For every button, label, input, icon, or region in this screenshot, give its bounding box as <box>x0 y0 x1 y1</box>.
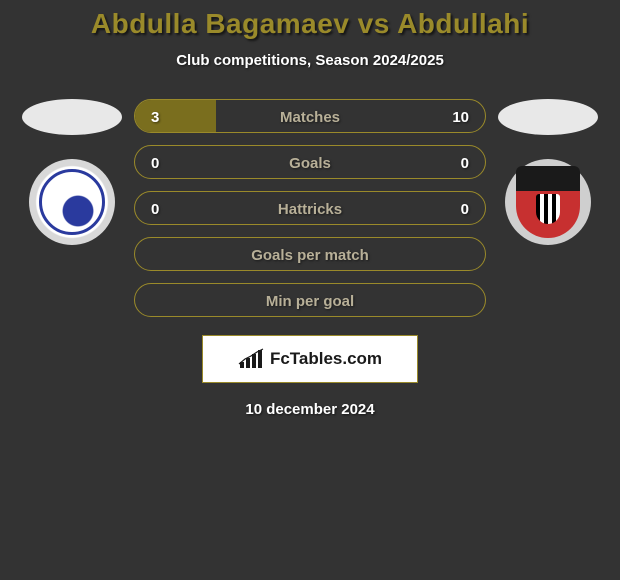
stat-pill: 3 Matches 10 <box>135 100 485 134</box>
club-badge-left <box>29 159 115 245</box>
stat-value-left: 0 <box>151 155 159 172</box>
subtitle: Club competitions, Season 2024/2025 <box>0 52 620 69</box>
stat-row: Goals per match <box>134 237 486 271</box>
page-title: Abdulla Bagamaev vs Abdullahi <box>0 8 620 40</box>
player-right-avatar <box>498 99 598 135</box>
stat-label: Goals <box>289 155 331 172</box>
footer-logo-box: FcTables.com <box>202 335 418 383</box>
club-badge-right <box>505 159 591 245</box>
content-row: 3 Matches 10 0 Goals 0 0 Hattricks 0 Goals per ma… <box>0 99 620 317</box>
stat-label: Min per goal <box>266 293 354 310</box>
stat-pill: Min per goal <box>135 284 485 318</box>
stat-value-right: 0 <box>461 155 469 172</box>
stat-pill: 0 Goals 0 <box>135 146 485 180</box>
stat-label: Hattricks <box>278 201 342 218</box>
stat-pill: 0 Hattricks 0 <box>135 192 485 226</box>
comparison-card: Abdulla Bagamaev vs Abdullahi Club compe… <box>0 0 620 418</box>
stat-row: 0 Goals 0 <box>134 145 486 179</box>
player-left-column <box>22 99 122 245</box>
stat-value-left: 3 <box>151 109 159 126</box>
club-badge-right-shield <box>516 166 580 238</box>
stat-value-left: 0 <box>151 201 159 218</box>
stats-column: 3 Matches 10 0 Goals 0 0 Hattricks 0 Goals per ma… <box>134 99 486 317</box>
stat-label: Matches <box>280 109 340 126</box>
date-line: 10 december 2024 <box>0 401 620 418</box>
stat-pill: Goals per match <box>135 238 485 272</box>
footer-logo-text: FcTables.com <box>270 349 382 369</box>
stat-value-right: 10 <box>452 109 469 126</box>
stat-row: Min per goal <box>134 283 486 317</box>
player-right-column <box>498 99 598 245</box>
stat-label: Goals per match <box>251 247 369 264</box>
stat-value-right: 0 <box>461 201 469 218</box>
player-left-avatar <box>22 99 122 135</box>
stat-row: 0 Hattricks 0 <box>134 191 486 225</box>
stat-row: 3 Matches 10 <box>134 99 486 133</box>
bar-chart-icon <box>238 348 264 370</box>
